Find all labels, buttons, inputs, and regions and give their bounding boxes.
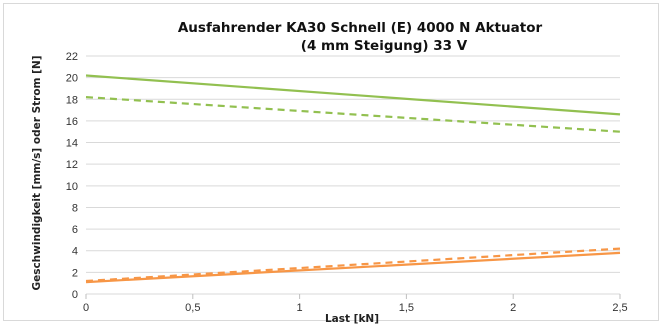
series-line-solid <box>85 251 621 284</box>
y-tick-label: 2 <box>72 267 78 279</box>
y-tick-label: 8 <box>72 202 78 214</box>
y-tick-label: 4 <box>72 246 78 258</box>
x-axis-label: Last [kN] <box>325 313 379 324</box>
y-tick-label: 18 <box>66 94 78 106</box>
y-tick-label: 10 <box>66 181 78 193</box>
x-tick-label: 2 <box>510 302 516 314</box>
y-tick-label: 12 <box>66 159 78 171</box>
series-line-dashed <box>85 247 621 283</box>
series-line-solid <box>85 74 621 116</box>
y-axis-ticks: 0 2 4 6 8 10 12 14 16 18 20 22 <box>66 51 78 301</box>
gridlines <box>86 55 620 295</box>
y-tick-label: 14 <box>66 138 78 150</box>
chart-title-line-2: (4 mm Steigung) 33 V <box>301 38 468 54</box>
x-tick-label: 1 <box>297 302 303 314</box>
y-tick-label: 0 <box>72 289 78 301</box>
chart-title-line-1: Ausfahrender KA30 Schnell (E) 4000 N Akt… <box>178 20 543 36</box>
y-tick-label: 6 <box>72 224 78 236</box>
y-tick-label: 16 <box>66 116 78 128</box>
series-lines <box>85 74 621 284</box>
y-tick-label: 20 <box>66 73 78 85</box>
series-line-dashed <box>85 96 621 133</box>
x-tick-label: 2,5 <box>612 302 627 314</box>
y-axis-label: Geschwindigkeit [mm/s] oder Strom [N] <box>31 55 43 290</box>
x-axis-ticks: 0 0,5 1 1,5 2 2,5 <box>83 294 628 314</box>
x-tick-label: 0 <box>83 302 89 314</box>
y-tick-label: 22 <box>66 51 78 63</box>
x-tick-label: 0,5 <box>185 302 200 314</box>
x-tick-label: 1,5 <box>399 302 414 314</box>
